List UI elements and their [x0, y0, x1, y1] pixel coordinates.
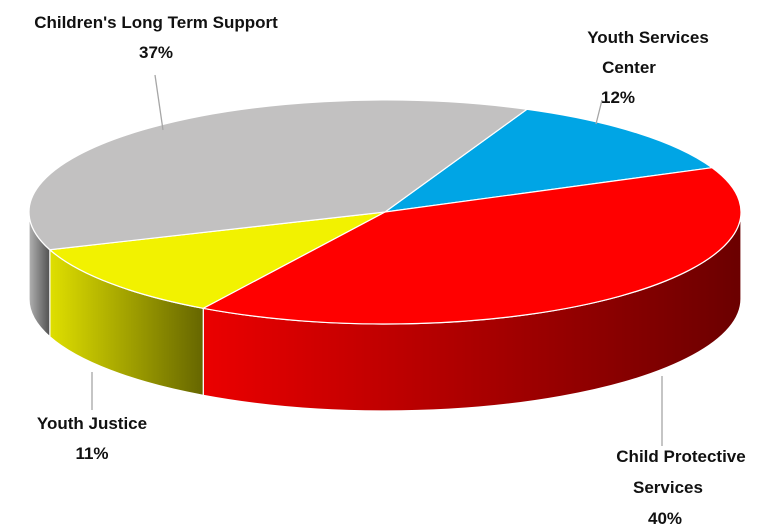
slice-labels: Youth Services Center 12% Child Protective S… — [34, 13, 746, 528]
leader-line-3 — [154, 74, 164, 131]
slice-label-1-line-0: Child Protective — [616, 447, 745, 466]
pie-sides — [28, 211, 742, 412]
slice-label-2-line-0: Youth Justice — [37, 414, 147, 433]
slice-value-3: 37% — [139, 43, 173, 62]
slice-label-3-line-0: Children's Long Term Support — [34, 13, 278, 32]
slice-label-0-line-1: Center — [602, 58, 656, 77]
slice-value-1: 40% — [648, 509, 682, 528]
pie-slices — [28, 99, 742, 325]
leader-lines — [91, 74, 663, 446]
pie-slice-1 — [201, 167, 742, 325]
pie-slice-0 — [384, 108, 714, 213]
slice-label-1-line-1: Services — [633, 478, 703, 497]
pie-slice-2 — [48, 211, 386, 309]
slice-value-2: 11% — [75, 444, 108, 463]
slice-value-0: 12% — [601, 88, 635, 107]
slice-label-0-line-0: Youth Services — [587, 28, 709, 47]
pie-slice-3 — [28, 99, 529, 251]
leader-line-0 — [595, 99, 603, 125]
